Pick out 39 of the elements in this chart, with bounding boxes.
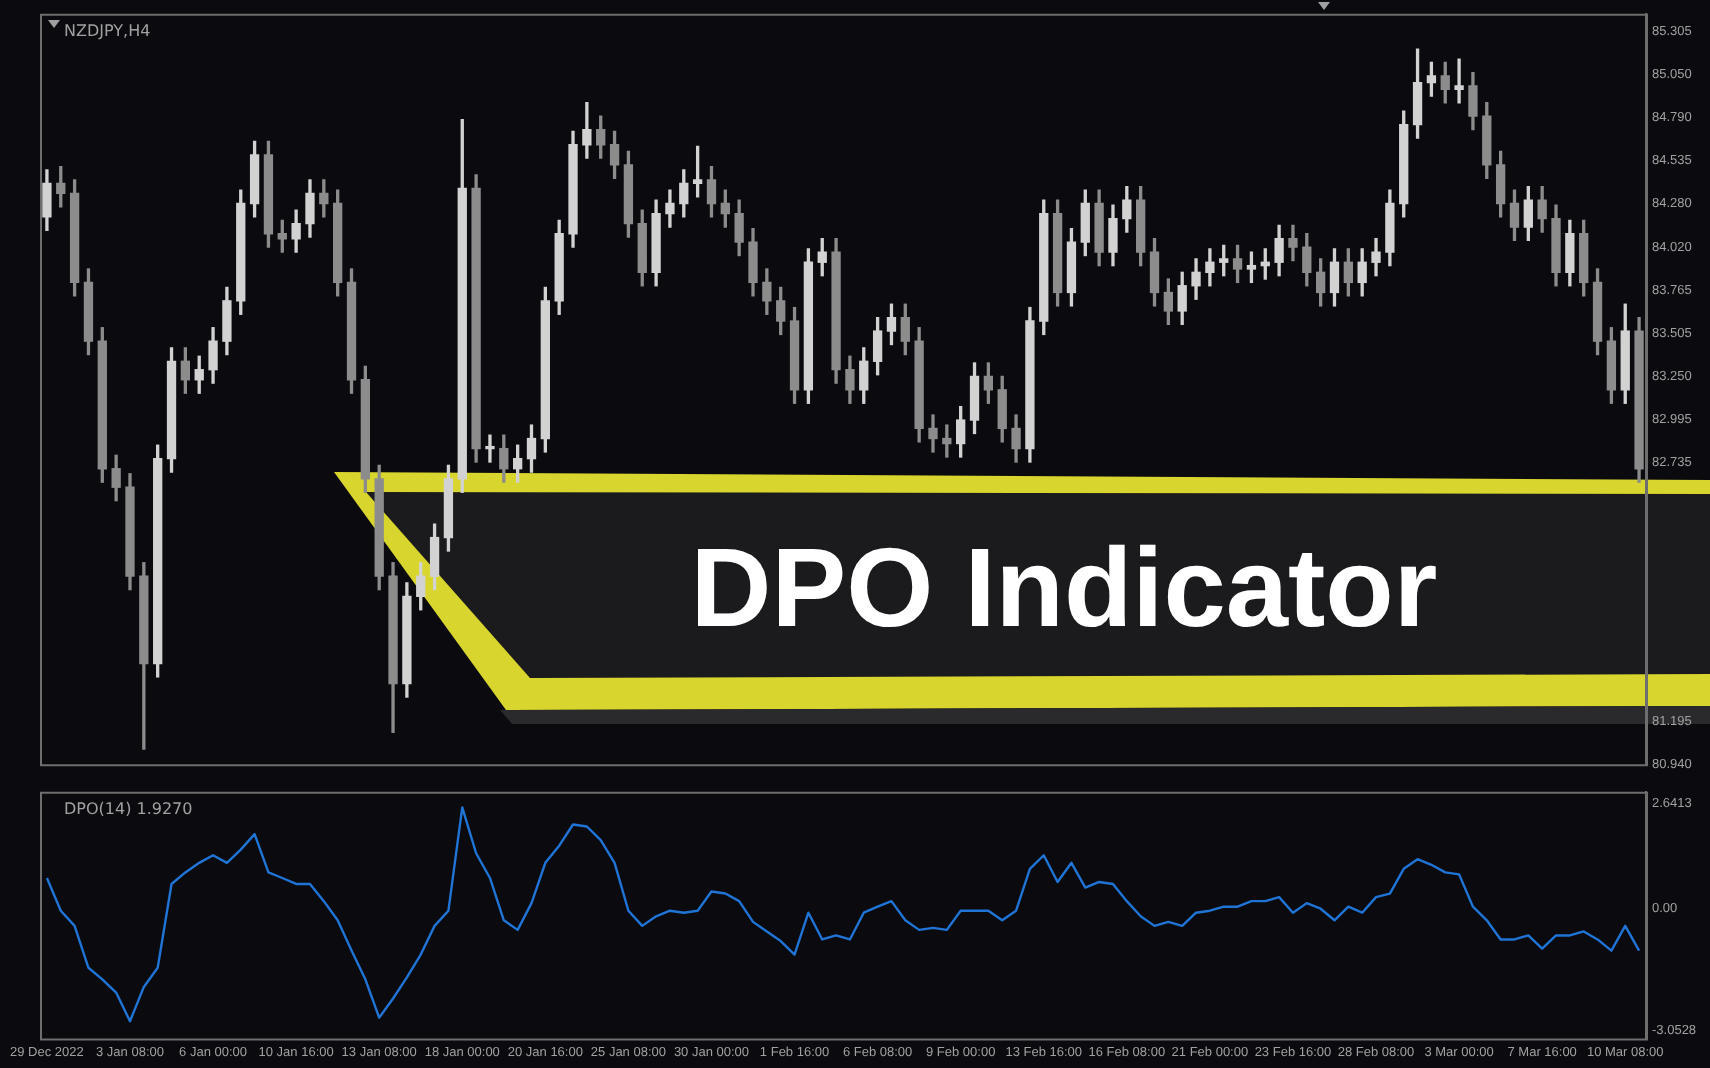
candlestick [208, 327, 218, 384]
candlestick [831, 238, 841, 384]
candlestick [1634, 316, 1644, 483]
candlestick [1371, 238, 1381, 277]
candlestick [1288, 224, 1298, 262]
text: DPO(14) 1.9270 [64, 799, 193, 818]
candlestick [222, 286, 232, 356]
annotation: DPO Indicator [688, 522, 1440, 650]
candlestick [1108, 204, 1118, 267]
candlestick [1551, 204, 1561, 287]
candlestick [1565, 219, 1575, 287]
candlestick [1205, 248, 1215, 287]
candlestick [762, 268, 772, 315]
candlestick [1385, 189, 1395, 267]
candlestick [582, 102, 592, 159]
candlestick [485, 434, 495, 463]
candlestick [845, 355, 855, 404]
candlestick [291, 209, 301, 253]
candlestick [914, 327, 924, 443]
candlestick [471, 174, 481, 463]
candlestick [305, 179, 315, 238]
text: NZDJPY,H4 [64, 21, 151, 40]
candlestick [665, 189, 675, 228]
candlestick [111, 454, 121, 502]
candlestick [1468, 71, 1478, 131]
candlestick [928, 414, 938, 453]
candlestick [1274, 224, 1284, 277]
candlestick [1191, 258, 1201, 300]
candlestick [1094, 189, 1104, 267]
candlestick [748, 228, 758, 297]
candlestick [388, 562, 398, 733]
candlestick [1454, 58, 1464, 104]
candlestick [42, 169, 52, 232]
candlestick [1025, 306, 1035, 463]
candlestick [402, 582, 412, 698]
candlestick [568, 130, 578, 248]
candlestick [651, 199, 661, 287]
candlestick [125, 473, 135, 591]
candlestick [1011, 414, 1021, 463]
